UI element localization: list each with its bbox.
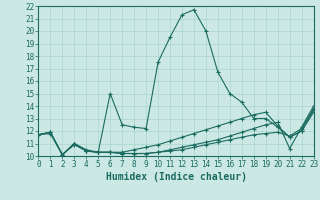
X-axis label: Humidex (Indice chaleur): Humidex (Indice chaleur)	[106, 172, 246, 182]
